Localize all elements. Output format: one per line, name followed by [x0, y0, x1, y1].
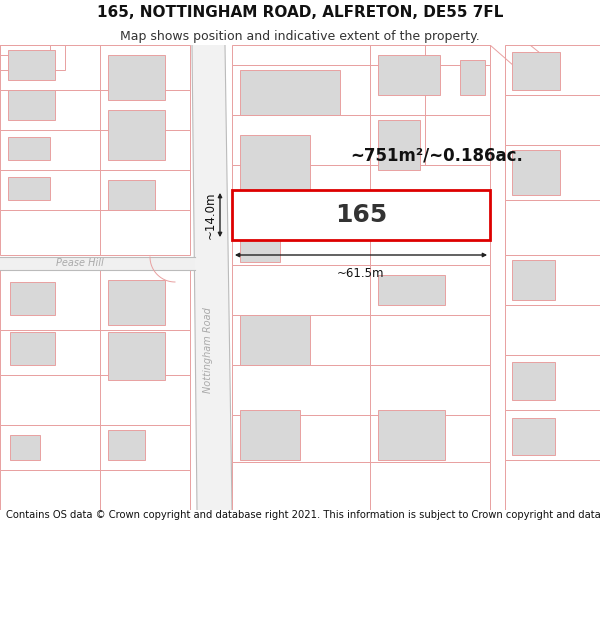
Polygon shape: [232, 462, 490, 510]
Polygon shape: [0, 45, 190, 90]
Polygon shape: [512, 150, 560, 195]
Polygon shape: [232, 415, 490, 462]
Polygon shape: [8, 90, 55, 120]
Polygon shape: [240, 315, 310, 365]
Polygon shape: [232, 115, 490, 165]
Polygon shape: [0, 330, 190, 375]
Polygon shape: [505, 255, 600, 305]
Text: 165: 165: [335, 203, 387, 227]
Polygon shape: [512, 362, 555, 400]
Polygon shape: [108, 110, 165, 160]
Polygon shape: [0, 170, 190, 210]
Polygon shape: [0, 210, 190, 255]
Polygon shape: [0, 90, 190, 130]
Polygon shape: [108, 180, 155, 210]
Polygon shape: [10, 332, 55, 365]
Polygon shape: [505, 200, 600, 255]
Polygon shape: [505, 45, 600, 95]
Polygon shape: [232, 265, 490, 315]
Polygon shape: [192, 45, 232, 510]
Polygon shape: [505, 355, 600, 410]
Polygon shape: [0, 470, 190, 510]
Text: ~14.0m: ~14.0m: [204, 191, 217, 239]
Polygon shape: [240, 225, 280, 262]
Polygon shape: [232, 45, 490, 65]
Polygon shape: [108, 280, 165, 325]
Polygon shape: [505, 95, 600, 145]
Polygon shape: [505, 410, 600, 460]
Polygon shape: [108, 55, 165, 100]
Polygon shape: [232, 365, 490, 415]
Polygon shape: [460, 60, 485, 95]
Polygon shape: [512, 260, 555, 300]
Text: Contains OS data © Crown copyright and database right 2021. This information is : Contains OS data © Crown copyright and d…: [6, 510, 600, 520]
Polygon shape: [240, 410, 300, 460]
Polygon shape: [378, 55, 440, 95]
Text: Map shows position and indicative extent of the property.: Map shows position and indicative extent…: [120, 31, 480, 43]
Text: ~61.5m: ~61.5m: [337, 267, 385, 280]
Polygon shape: [0, 425, 190, 470]
Text: ~751m²/~0.186ac.: ~751m²/~0.186ac.: [350, 146, 523, 164]
Polygon shape: [8, 50, 55, 80]
Polygon shape: [232, 65, 490, 115]
Polygon shape: [108, 332, 165, 380]
Polygon shape: [505, 145, 600, 200]
Polygon shape: [378, 275, 445, 305]
Text: Pease Hill: Pease Hill: [56, 259, 104, 269]
Polygon shape: [232, 165, 490, 215]
Polygon shape: [10, 435, 40, 460]
Polygon shape: [8, 137, 50, 160]
Polygon shape: [0, 375, 190, 425]
Polygon shape: [8, 177, 50, 200]
Polygon shape: [378, 120, 420, 170]
Polygon shape: [232, 315, 490, 365]
Polygon shape: [10, 282, 55, 315]
Polygon shape: [0, 270, 190, 330]
Text: 165, NOTTINGHAM ROAD, ALFRETON, DE55 7FL: 165, NOTTINGHAM ROAD, ALFRETON, DE55 7FL: [97, 5, 503, 20]
Polygon shape: [0, 130, 190, 170]
Polygon shape: [232, 215, 490, 265]
Polygon shape: [240, 70, 340, 115]
Polygon shape: [378, 410, 445, 460]
Polygon shape: [505, 305, 600, 355]
Polygon shape: [0, 257, 195, 270]
Polygon shape: [232, 190, 490, 240]
Polygon shape: [0, 45, 50, 55]
Polygon shape: [240, 135, 310, 210]
Polygon shape: [512, 418, 555, 455]
Polygon shape: [0, 45, 65, 70]
Text: Nottingham Road: Nottingham Road: [203, 307, 213, 393]
Polygon shape: [512, 52, 560, 90]
Polygon shape: [505, 460, 600, 510]
Polygon shape: [108, 430, 145, 460]
